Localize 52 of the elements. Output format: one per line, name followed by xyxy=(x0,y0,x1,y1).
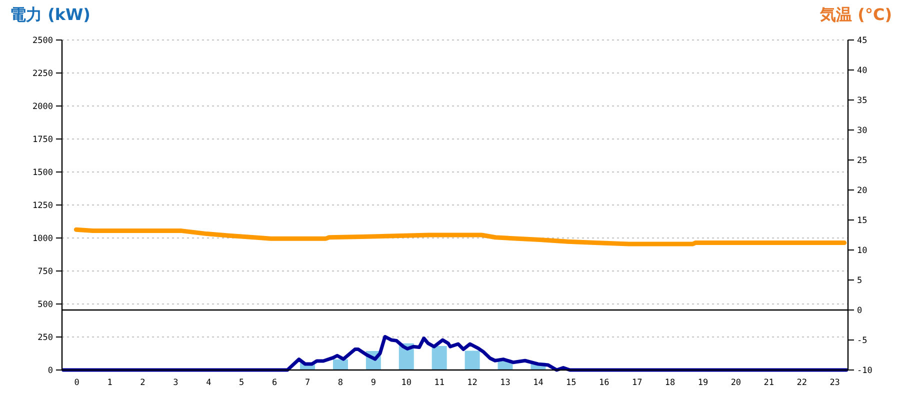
x-tick-label: 19 xyxy=(698,378,708,388)
x-tick-label: 18 xyxy=(664,378,676,388)
y2-axis-title: 気温 (°C) xyxy=(819,5,892,24)
y-tick-label: 2250 xyxy=(32,69,53,79)
bar xyxy=(332,359,348,370)
y2-tick-label: 5 xyxy=(857,276,862,286)
y-tick-label: 250 xyxy=(38,333,53,343)
y-tick-label: 0 xyxy=(48,366,53,376)
y2-tick-label: -5 xyxy=(857,336,868,346)
y2-tick-label: 25 xyxy=(857,156,868,166)
x-tick-label: 8 xyxy=(338,378,344,388)
x-tick-label: 9 xyxy=(370,378,376,388)
y2-tick-label: 20 xyxy=(857,186,868,196)
y-tick-label: 1250 xyxy=(32,201,53,211)
x-tick-label: 23 xyxy=(830,378,840,388)
x-tick-label: 6 xyxy=(272,378,278,388)
x-tick-label: 16 xyxy=(599,378,610,388)
y-tick-label: 2500 xyxy=(32,36,53,46)
x-tick-label: 4 xyxy=(206,378,212,388)
y2-tick-label: 35 xyxy=(857,96,868,106)
x-tick-label: 0 xyxy=(74,378,80,388)
x-tick-label: 2 xyxy=(140,378,146,388)
x-tick-label: 21 xyxy=(764,378,774,388)
bar xyxy=(432,346,447,370)
y2-tick-label: 30 xyxy=(857,126,868,136)
y2-tick-label: 0 xyxy=(857,306,862,316)
y-tick-label: 1750 xyxy=(32,135,53,145)
x-tick-label: 15 xyxy=(566,378,576,388)
y2-tick-label: 10 xyxy=(857,246,868,256)
y-tick-label: 750 xyxy=(38,267,53,277)
y2-tick-label: 45 xyxy=(857,36,868,46)
y-tick-label: 500 xyxy=(38,300,53,310)
y-tick-label: 1500 xyxy=(32,168,53,178)
x-tick-label: 11 xyxy=(434,378,444,388)
y-tick-label: 1000 xyxy=(32,234,53,244)
y-axis-title: 電力 (kW) xyxy=(10,5,90,24)
x-tick-label: 5 xyxy=(239,378,244,388)
x-tick-label: 20 xyxy=(730,378,742,388)
x-tick-label: 12 xyxy=(467,378,478,388)
y-tick-label: 2000 xyxy=(32,102,53,112)
y2-tick-label: 15 xyxy=(857,216,868,226)
x-tick-label: 22 xyxy=(796,378,807,388)
x-tick-label: 17 xyxy=(632,378,642,388)
x-tick-label: 1 xyxy=(107,378,112,388)
x-tick-label: 10 xyxy=(401,378,412,388)
y2-tick-label: -10 xyxy=(857,366,872,376)
x-tick-label: 3 xyxy=(173,378,178,388)
bar xyxy=(464,350,480,370)
x-tick-label: 13 xyxy=(500,378,510,388)
x-tick-label: 7 xyxy=(304,378,310,388)
y2-tick-label: 40 xyxy=(857,66,868,76)
x-tick-label: 14 xyxy=(533,378,544,388)
